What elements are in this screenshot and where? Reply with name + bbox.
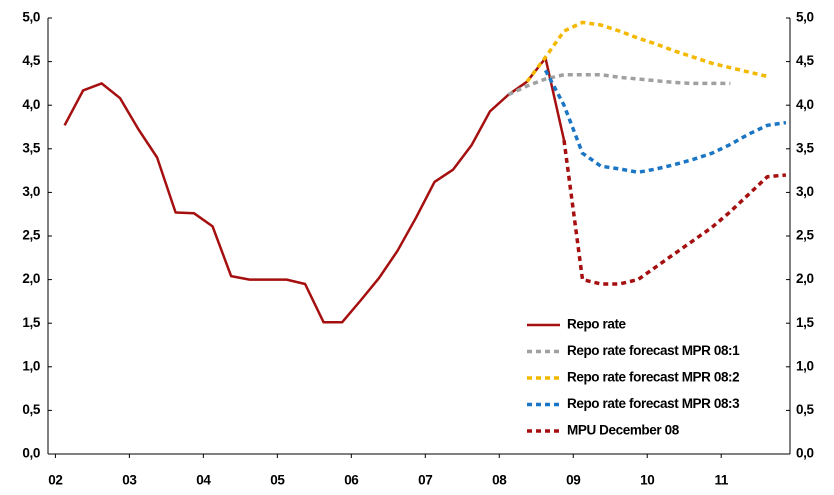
y2-tick-label: 2,5	[796, 228, 814, 243]
y2-tick-label: 4,5	[796, 53, 814, 68]
x-tick-label: 05	[270, 473, 285, 488]
x-tick-label: 02	[48, 473, 62, 488]
x-tick-label: 11	[714, 473, 728, 488]
series-line	[562, 139, 787, 286]
legend-label: Repo rate	[567, 317, 627, 332]
y-tick-label: 2,5	[22, 228, 40, 243]
x-tick-label: 07	[418, 473, 432, 488]
x-tick-label: 03	[122, 473, 137, 488]
y2-tick-label: 2,0	[796, 271, 814, 286]
legend-label: Repo rate forecast MPR 08:2	[567, 370, 739, 385]
legend-label: Repo rate forecast MPR 08:3	[567, 396, 740, 411]
y2-tick-label: 3,5	[796, 140, 814, 155]
legend-box	[523, 313, 773, 446]
y-tick-label: 5,0	[22, 10, 40, 25]
y-tick-label: 4,0	[22, 97, 40, 112]
y2-tick-label: 1,0	[796, 358, 814, 373]
y-tick-label: 2,0	[22, 271, 40, 286]
x-tick-label: 06	[344, 473, 359, 488]
y-tick-label: 1,0	[22, 358, 40, 373]
series-line	[507, 72, 731, 97]
y-tick-label: 1,5	[22, 315, 40, 330]
legend-label: Repo rate forecast MPR 08:1	[567, 343, 740, 358]
series-line	[543, 69, 787, 175]
y2-tick-label: 5,0	[796, 10, 814, 25]
y-tick-label: 0,0	[22, 446, 40, 461]
y-tick-label: 3,5	[22, 140, 40, 155]
y-tick-label: 0,5	[22, 402, 40, 417]
y2-tick-label: 4,0	[796, 97, 814, 112]
legend-label: MPU December 08	[567, 423, 680, 438]
series-line	[525, 20, 768, 83]
x-tick-label: 04	[196, 473, 211, 488]
y-tick-label: 3,0	[22, 184, 40, 199]
x-tick-label: 08	[492, 473, 507, 488]
y2-tick-label: 0,0	[796, 446, 814, 461]
y2-tick-label: 1,5	[796, 315, 814, 330]
x-tick-label: 09	[566, 473, 580, 488]
y-tick-label: 4,5	[22, 53, 40, 68]
series-line	[63, 56, 566, 324]
y2-tick-label: 3,0	[796, 184, 814, 199]
y2-tick-label: 0,5	[796, 402, 814, 417]
x-tick-label: 10	[640, 473, 654, 488]
